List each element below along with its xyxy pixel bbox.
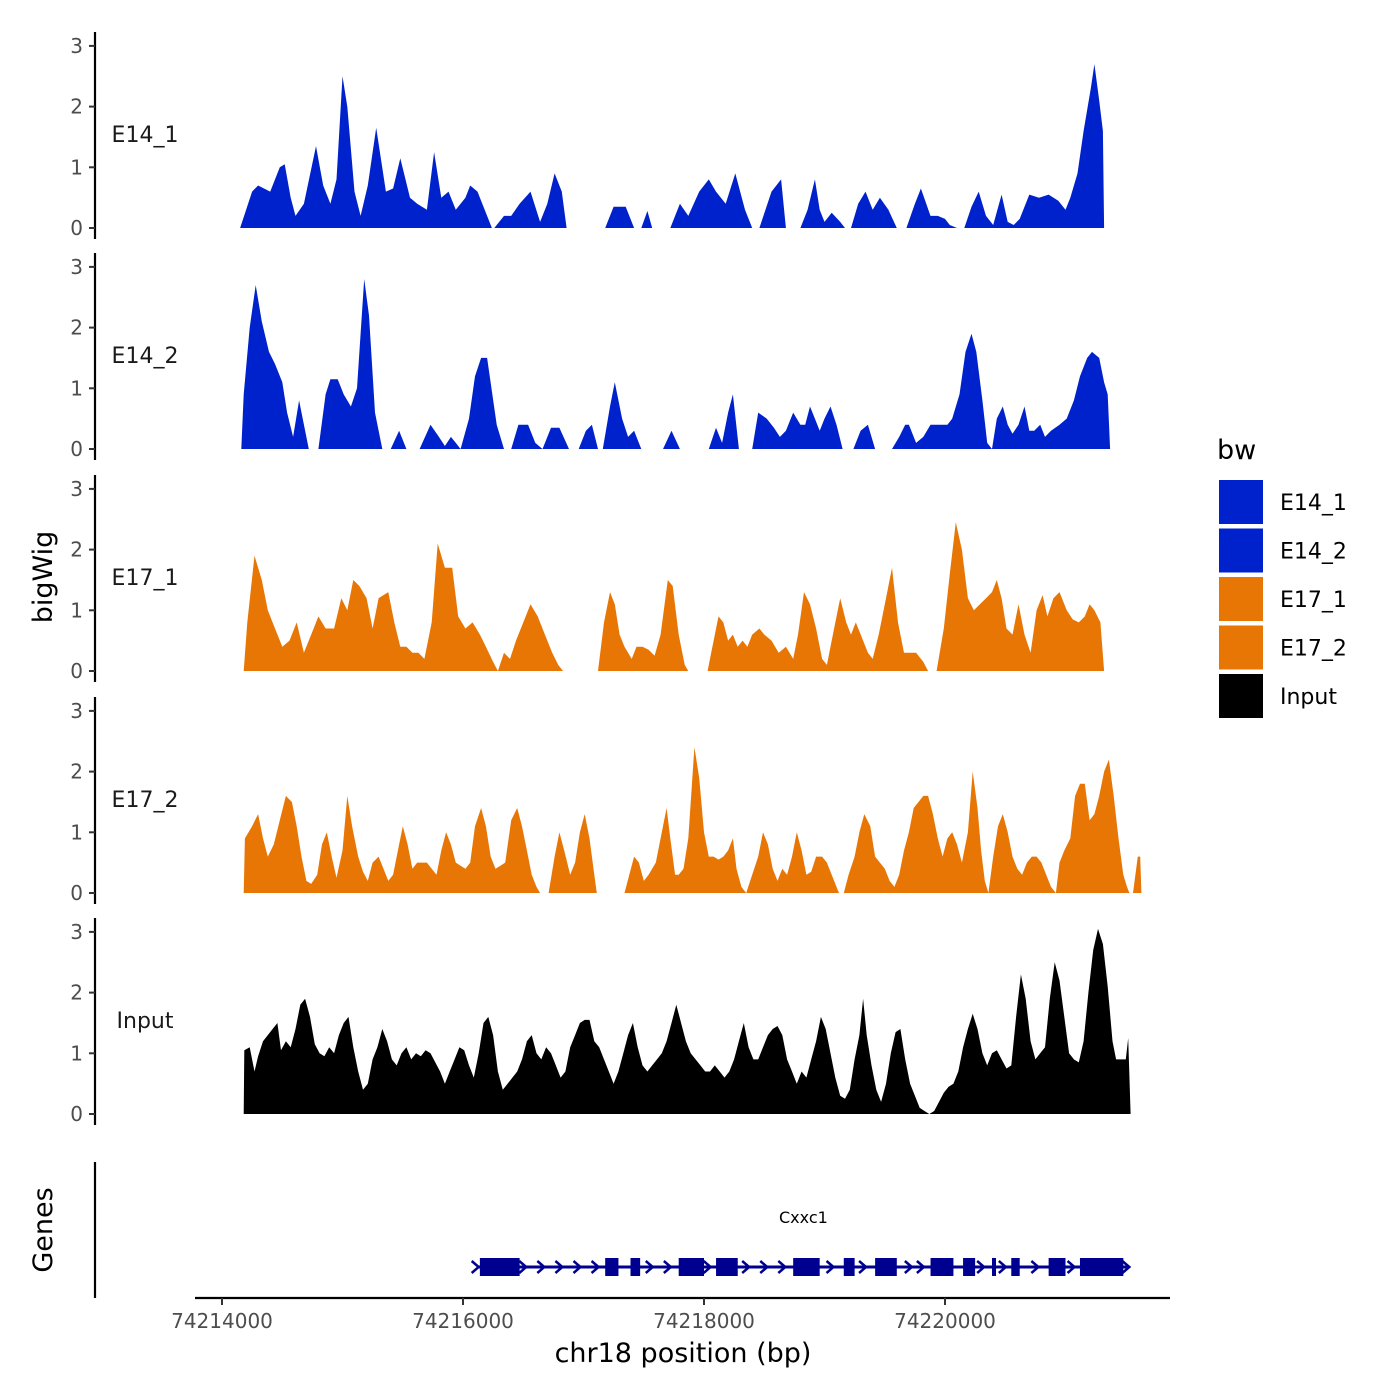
gene-name-label: Cxxc1 (779, 1208, 828, 1227)
strand-arrow (858, 1260, 868, 1274)
strand-arrow (518, 1260, 529, 1274)
strand-arrow (1030, 1260, 1041, 1274)
strand-arrow (976, 1260, 987, 1274)
gene-exon (1079, 1258, 1124, 1276)
coverage-area-e14_2 (241, 279, 1111, 449)
x-tick-label: 74214000 (171, 1309, 273, 1333)
x-axis: 74214000 74216000 74218000 74220000 (171, 1296, 1170, 1333)
legend-label-input: Input (1280, 685, 1337, 710)
y-tick-label: 3 (70, 477, 83, 501)
legend-label-e17_1: E17_1 (1280, 588, 1347, 613)
legend-label-e14_1: E14_1 (1280, 491, 1347, 516)
strand-arrow (572, 1260, 583, 1274)
legend: bw E14_1 E14_2 E17_1 E17_2 Input (1217, 435, 1347, 718)
strand-arrow (759, 1260, 770, 1274)
y-tick-label: 3 (70, 920, 83, 944)
strand-arrow (741, 1260, 752, 1274)
y-tick-label: 2 (70, 95, 83, 119)
legend-label-e14_2: E14_2 (1280, 540, 1347, 565)
strand-arrow (916, 1260, 926, 1274)
strand-arrow (536, 1260, 547, 1274)
legend-key-e14_1 (1219, 480, 1263, 524)
track-panel-e14_2: 0 1 2 3 E14_2 (70, 253, 1111, 461)
gene-track: Cxxc1 (93, 1162, 1132, 1298)
strand-arrow (470, 1260, 481, 1274)
y-tick-label: 2 (70, 538, 83, 562)
gene-exon (1048, 1258, 1066, 1276)
track-label-e14_2: E14_2 (112, 344, 179, 369)
strand-arrow (1121, 1260, 1132, 1274)
strand-arrow (644, 1260, 655, 1274)
y-tick-label: 1 (70, 1041, 83, 1065)
y-tick-label: 0 (70, 1102, 83, 1126)
strand-arrow (554, 1260, 565, 1274)
y-tick-label: 2 (70, 316, 83, 340)
legend-key-e17_2 (1219, 625, 1263, 670)
y-tick-label: 1 (70, 155, 83, 179)
coverage-area-e17_1 (243, 522, 1108, 671)
gene-exon (963, 1258, 976, 1276)
y-tick-label: 3 (70, 699, 83, 723)
gene-exon (930, 1258, 954, 1276)
legend-title: bw (1217, 435, 1256, 466)
y-tick-label: 1 (70, 598, 83, 622)
strand-arrow (904, 1260, 914, 1274)
y-tick-label: 0 (70, 437, 83, 461)
gene-exon (605, 1258, 619, 1276)
x-tick-label: 74218000 (653, 1309, 755, 1333)
coverage-area-input (243, 928, 1131, 1114)
strand-arrow (1066, 1260, 1077, 1274)
gene-exon (678, 1258, 704, 1276)
coverage-area-e17_2 (243, 747, 1142, 893)
y-tick-label: 3 (70, 255, 83, 279)
y-tick-label: 0 (70, 881, 83, 905)
strand-arrow (825, 1260, 836, 1274)
track-panel-input: 0 1 2 3 Input (70, 918, 1131, 1126)
gene-exon (991, 1258, 996, 1276)
track-label-e14_1: E14_1 (112, 123, 179, 148)
legend-label-e17_2: E17_2 (1280, 637, 1347, 662)
x-tick-label: 74220000 (894, 1309, 996, 1333)
y-tick-label: 0 (70, 216, 83, 240)
gene-exon (630, 1258, 641, 1276)
gene-exon (875, 1258, 897, 1276)
y-tick-label: 1 (70, 820, 83, 844)
track-panel-e17_2: 0 1 2 3 E17_2 (70, 697, 1142, 905)
legend-key-e17_1 (1219, 577, 1263, 621)
strand-arrow (663, 1260, 673, 1274)
gene-exon (479, 1258, 520, 1276)
gene-exon (1011, 1258, 1020, 1276)
x-axis-title: chr18 position (bp) (555, 1338, 812, 1369)
track-panel-e14_1: 0 1 2 3 E14_1 (70, 32, 1105, 240)
track-panels: 0 1 2 3 E14_1 0 1 2 3 E14_2 0 1 2 3 E17_1 0 1 2 3 E17_2 0 1 2 3… (70, 32, 1142, 1126)
y-tick-label: 3 (70, 34, 83, 58)
y-tick-label: 2 (70, 981, 83, 1005)
strand-arrow (590, 1260, 601, 1274)
y-axis-title: bigWig (28, 531, 59, 624)
coverage-area-e14_1 (240, 64, 1105, 228)
track-panel-e17_1: 0 1 2 3 E17_1 (70, 475, 1108, 683)
track-label-e17_1: E17_1 (112, 566, 179, 591)
legend-key-input (1219, 674, 1263, 718)
track-label-e17_2: E17_2 (112, 788, 179, 813)
y-tick-label: 1 (70, 376, 83, 400)
gene-exon (716, 1258, 738, 1276)
gene-exon (843, 1258, 855, 1276)
track-label-input: Input (117, 1009, 174, 1034)
y-tick-label: 0 (70, 659, 83, 683)
y-tick-label: 2 (70, 760, 83, 784)
strand-arrow (777, 1260, 788, 1274)
x-tick-label: 74216000 (412, 1309, 514, 1333)
legend-key-e14_2 (1219, 528, 1263, 573)
strand-arrow (702, 1260, 713, 1274)
strand-arrow (998, 1260, 1008, 1274)
genes-axis-title: Genes (28, 1187, 59, 1272)
gene-exon (793, 1258, 820, 1276)
